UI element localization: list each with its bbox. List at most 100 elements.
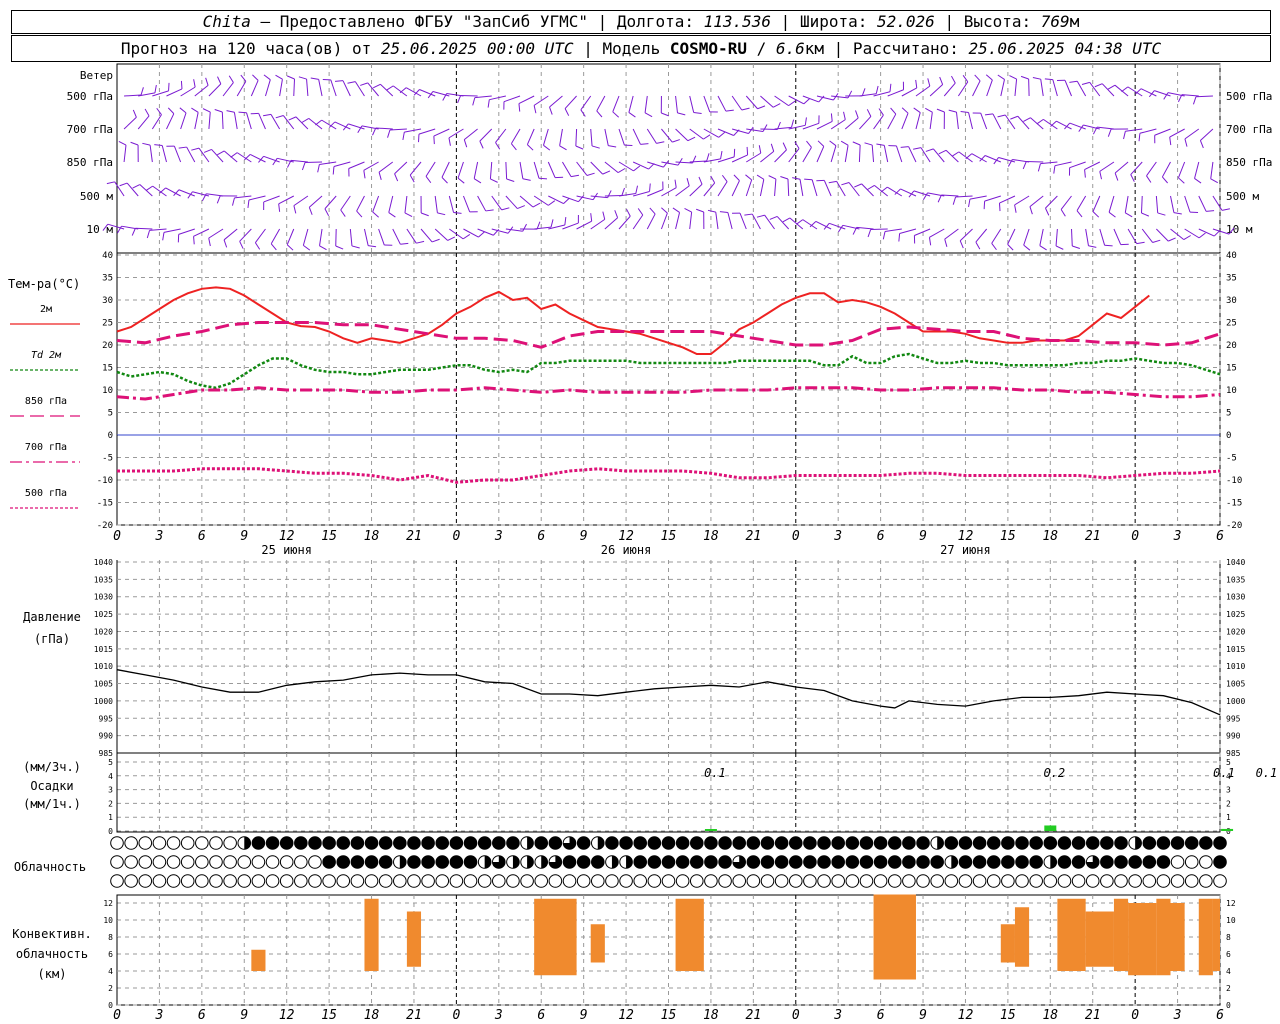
cloud-symbol [1057, 855, 1072, 869]
wind-barb-feather [707, 209, 716, 213]
wind-barb [1141, 228, 1153, 243]
wind-barb-feather [878, 108, 884, 116]
precip-ytick-right: 3 [1226, 786, 1231, 795]
wind-barb [933, 148, 945, 163]
cloud-symbol-overcast [788, 855, 803, 869]
cloud-symbol-overcast [845, 836, 860, 850]
time-tick-label: 9 [240, 529, 248, 544]
cloud-symbol [633, 855, 648, 869]
wind-level-label-right: 700 гПа [1226, 123, 1272, 136]
wind-barb-feather [244, 154, 251, 161]
cloud-symbol-clear [1100, 874, 1114, 888]
wind-barb [208, 112, 211, 130]
wind-barb [1069, 122, 1086, 130]
wind-barb-feather [951, 151, 960, 157]
wind-barb [354, 81, 365, 97]
conv-cloud-bar [406, 911, 422, 967]
wind-barb [789, 217, 804, 230]
wind-barb-feather [991, 243, 997, 251]
cloud-symbol-clear [576, 874, 591, 888]
wind-barb-feather [191, 107, 199, 113]
wind-barb-feather [252, 74, 259, 81]
wind-barb-feather [208, 238, 211, 247]
wind-barb-feather [1183, 235, 1191, 241]
conv-cloud-bar [1000, 924, 1015, 963]
wind-barb-feather [968, 199, 971, 208]
wind-barb-feather [254, 242, 261, 250]
cloud-symbol-clear [633, 874, 648, 888]
wind-barb-feather [372, 83, 381, 89]
cloud-symbol [887, 836, 902, 850]
cloud-symbol [195, 874, 209, 888]
time-tick-label-bottom: 21 [406, 1008, 422, 1023]
cloud-symbol [407, 836, 421, 850]
cloud-symbol [308, 855, 322, 869]
wind-barb [1212, 228, 1230, 235]
wind-barb-feather [861, 88, 866, 97]
cloud-symbol-overcast [916, 836, 930, 850]
cloud-symbol-overcast [463, 855, 478, 869]
cloud-symbol-half [1135, 836, 1142, 850]
time-tick-label-bottom: 15 [321, 1008, 337, 1023]
wind-barb [646, 213, 656, 230]
wind-barb [647, 189, 664, 197]
wind-barb [632, 214, 644, 230]
temp-legend-label: 2м [40, 304, 52, 315]
cloud-symbol [265, 874, 280, 888]
wind-barb [463, 128, 478, 140]
cloud-symbol-clear [1199, 855, 1213, 869]
wind-barb-feather [303, 244, 311, 251]
wind-barb-feather [710, 175, 716, 184]
temp-ytick-left: 20 [102, 341, 113, 351]
cloud-symbol [718, 836, 732, 850]
cloud-symbol-clear [110, 874, 124, 888]
cloud-symbol-half [937, 836, 944, 850]
cloud-symbol [1085, 874, 1100, 888]
pres-ytick-left: 995 [99, 714, 114, 723]
cloud-symbol-half [527, 855, 534, 869]
precip-value-label: 0.1 [1256, 766, 1278, 780]
wind-barb-feather [741, 107, 750, 111]
wind-barb [861, 183, 874, 197]
time-tick-label-bottom: 0 [113, 1008, 121, 1023]
wind-barb [234, 195, 252, 199]
wind-barb-feather [661, 112, 669, 117]
wind-barb-feather [677, 158, 683, 166]
wind-barb-feather [116, 225, 122, 234]
wind-barb-feather [506, 178, 515, 182]
cloud-symbol-clear [237, 855, 252, 869]
wind-barb-feather [238, 111, 247, 114]
temp-legend-label: Td 2м [31, 350, 62, 361]
pres-ytick-left: 1015 [94, 645, 113, 654]
wind-barb-feather [770, 143, 775, 152]
wind-barb [1014, 79, 1018, 97]
cloud-symbol [364, 874, 379, 888]
wind-barb-feather [928, 237, 932, 246]
wind-barb [419, 89, 436, 97]
cloud-symbol-clear [520, 874, 534, 888]
wind-barb [689, 160, 707, 163]
cloud-symbol [972, 855, 987, 869]
conv-cloud-bar [1170, 903, 1185, 971]
wind-barb-feather [1076, 210, 1083, 218]
wind-barb [971, 153, 987, 163]
temp-series-line [116, 386, 1221, 401]
wind-barb [161, 145, 167, 163]
cloud-symbol [223, 836, 237, 850]
pres-ytick-right: 1025 [1226, 610, 1245, 619]
cloud-symbol [1142, 855, 1157, 869]
wind-barb-feather [608, 145, 617, 148]
wind-barb [900, 188, 917, 197]
wind-barb-feather [951, 75, 956, 84]
wind-barb [717, 128, 734, 136]
pres-ytick-left: 1000 [94, 697, 113, 706]
cloud-symbol-clear [1015, 874, 1029, 888]
wind-barb [596, 95, 606, 112]
wind-barb-feather [757, 105, 766, 110]
wind-barb-feather [1023, 244, 1031, 251]
cloud-symbol-overcast [746, 855, 761, 869]
wind-barb [1039, 228, 1044, 246]
cloud-symbol-clear [195, 874, 209, 888]
cloud-symbol-clear [279, 874, 294, 888]
time-tick-label: 12 [279, 529, 295, 544]
